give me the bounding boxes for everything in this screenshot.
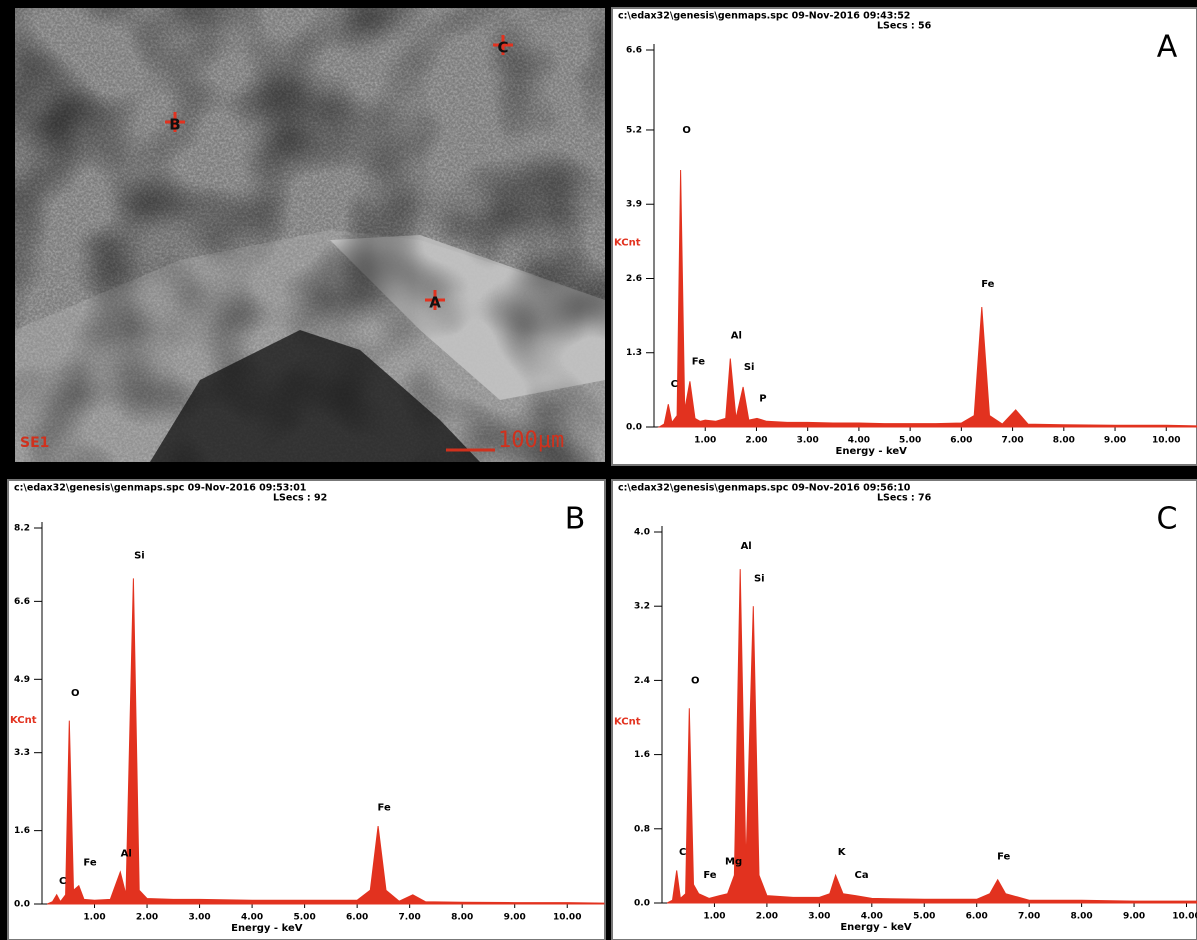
- peak-label: P: [759, 393, 766, 404]
- peak-label: C: [59, 876, 66, 887]
- x-tick-label: 7.00: [399, 913, 421, 923]
- y-tick-label: 3.2: [634, 602, 650, 612]
- y-tick-label: 0.0: [634, 899, 650, 909]
- x-axis-label: Energy - keV: [836, 446, 908, 457]
- peak-label: Al: [121, 849, 132, 860]
- x-tick-label: 1.00: [694, 436, 716, 446]
- x-tick-label: 7.00: [1018, 912, 1040, 922]
- y-tick-label: 6.6: [14, 597, 30, 607]
- marker-label: A: [429, 294, 441, 312]
- spectrum-subtitle: LSecs : 56: [877, 21, 932, 32]
- y-tick-label: 3.3: [14, 748, 30, 758]
- peak-label: Fe: [981, 279, 994, 290]
- y-axis-label: KCnt: [614, 238, 641, 249]
- peak-label: O: [682, 125, 691, 136]
- peak-label: C: [671, 379, 678, 390]
- peak-label: K: [838, 847, 847, 858]
- y-tick-label: 5.2: [626, 125, 642, 135]
- x-tick-label: 6.00: [950, 436, 972, 446]
- x-tick-label: 2.00: [136, 913, 158, 923]
- panel: [611, 479, 1197, 940]
- panel: [611, 7, 1197, 466]
- y-tick-label: 1.6: [14, 826, 30, 836]
- panel-letter: C: [1157, 502, 1178, 537]
- panel-letter: A: [1157, 30, 1178, 65]
- peak-label: O: [691, 675, 700, 686]
- x-tick-label: 8.00: [1070, 912, 1092, 922]
- x-tick-label: 10.00: [553, 913, 581, 923]
- y-tick-label: 3.9: [626, 200, 642, 210]
- y-tick-label: 2.6: [626, 274, 642, 284]
- peak-label: Fe: [703, 870, 716, 881]
- peak-label: Si: [754, 573, 765, 584]
- x-tick-label: 10.00: [1152, 436, 1180, 446]
- x-tick-label: 8.00: [1053, 436, 1075, 446]
- x-tick-label: 7.00: [1001, 436, 1023, 446]
- y-tick-label: 8.2: [14, 524, 30, 534]
- x-tick-label: 9.00: [1123, 912, 1145, 922]
- x-tick-label: 4.00: [241, 913, 263, 923]
- peak-label: Fe: [83, 858, 96, 869]
- sem-image: SE1 100μm: [15, 8, 605, 462]
- x-tick-label: 3.00: [188, 913, 210, 923]
- x-tick-label: 8.00: [451, 913, 473, 923]
- x-tick-label: 2.00: [756, 912, 778, 922]
- peak-label: Fe: [378, 803, 391, 814]
- peak-label: Fe: [997, 852, 1010, 863]
- peak-label: Fe: [692, 356, 705, 367]
- y-tick-label: 0.0: [14, 900, 30, 910]
- y-tick-label: 1.3: [626, 348, 642, 358]
- sem-dark-crack: [150, 330, 480, 462]
- y-axis-label: KCnt: [10, 715, 37, 726]
- x-tick-label: 9.00: [1104, 436, 1126, 446]
- peak-label: O: [71, 688, 80, 699]
- x-tick-label: 1.00: [83, 913, 105, 923]
- x-axis-label: Energy - keV: [840, 922, 912, 933]
- x-tick-label: 6.00: [966, 912, 988, 922]
- peak-label: Ca: [854, 870, 868, 881]
- spectrum-subtitle: LSecs : 76: [877, 493, 932, 504]
- y-tick-label: 0.0: [626, 423, 642, 433]
- y-tick-label: 1.6: [634, 750, 650, 760]
- spectrum-title: c:\edax32\genesis\genmaps.spc 09-Nov-201…: [14, 483, 306, 494]
- x-tick-label: 3.00: [797, 436, 819, 446]
- x-tick-label: 5.00: [913, 912, 935, 922]
- y-tick-label: 6.6: [626, 46, 642, 56]
- marker-label: B: [169, 116, 180, 134]
- x-tick-label: 10.00: [1172, 912, 1197, 922]
- spectrum: [657, 169, 1197, 428]
- x-tick-label: 6.00: [346, 913, 368, 923]
- x-tick-label: 2.00: [745, 436, 767, 446]
- panel: [7, 479, 606, 940]
- x-tick-label: 3.00: [808, 912, 830, 922]
- peak-label: Mg: [725, 856, 742, 867]
- x-tick-label: 5.00: [899, 436, 921, 446]
- peak-label: Al: [731, 331, 742, 342]
- peak-label: Al: [741, 541, 752, 552]
- y-tick-label: 4.9: [14, 675, 30, 685]
- peak-label: Si: [134, 551, 145, 562]
- spectrum-title: c:\edax32\genesis\genmaps.spc 09-Nov-201…: [618, 11, 910, 22]
- x-tick-label: 4.00: [861, 912, 883, 922]
- panel-letter: B: [565, 502, 586, 537]
- x-tick-label: 1.00: [703, 912, 725, 922]
- detector-label: SE1: [20, 435, 49, 451]
- x-axis-label: Energy - keV: [231, 923, 303, 934]
- scale-bar-label: 100μm: [498, 428, 564, 453]
- peak-label: Si: [744, 362, 755, 373]
- y-tick-label: 2.4: [634, 676, 650, 686]
- peak-label: C: [679, 847, 686, 858]
- spectrum-subtitle: LSecs : 92: [273, 493, 327, 504]
- x-tick-label: 9.00: [504, 913, 526, 923]
- spectrum-title: c:\edax32\genesis\genmaps.spc 09-Nov-201…: [618, 483, 911, 494]
- spectrum: [666, 569, 1197, 904]
- y-axis-label: KCnt: [614, 717, 641, 728]
- y-tick-label: 0.8: [634, 824, 650, 834]
- x-tick-label: 4.00: [848, 436, 870, 446]
- x-tick-label: 5.00: [294, 913, 316, 923]
- y-tick-label: 4.0: [634, 528, 650, 538]
- marker-label: C: [497, 39, 508, 57]
- spectrum: [47, 578, 605, 905]
